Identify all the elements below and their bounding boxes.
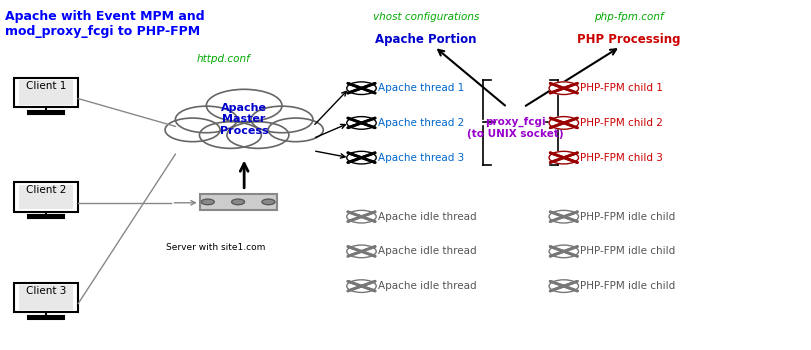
Text: Client 3: Client 3	[26, 286, 66, 296]
Text: PHP-FPM idle child: PHP-FPM idle child	[579, 246, 675, 257]
FancyBboxPatch shape	[14, 283, 78, 312]
Circle shape	[227, 122, 289, 148]
Text: Apache idle thread: Apache idle thread	[377, 246, 476, 257]
Circle shape	[346, 245, 375, 258]
Circle shape	[346, 151, 375, 164]
Circle shape	[548, 151, 577, 164]
Text: PHP-FPM child 1: PHP-FPM child 1	[579, 83, 662, 93]
Circle shape	[346, 280, 375, 293]
Circle shape	[346, 117, 375, 129]
FancyBboxPatch shape	[14, 182, 78, 211]
Circle shape	[262, 199, 275, 205]
Text: Client 1: Client 1	[26, 81, 66, 91]
FancyBboxPatch shape	[19, 285, 73, 310]
Circle shape	[201, 199, 214, 205]
FancyBboxPatch shape	[28, 316, 63, 319]
Text: vhost configurations: vhost configurations	[372, 12, 478, 22]
FancyBboxPatch shape	[14, 78, 78, 107]
Circle shape	[548, 117, 577, 129]
Text: php-fpm.conf: php-fpm.conf	[593, 12, 663, 22]
Text: PHP Processing: PHP Processing	[576, 33, 680, 46]
Circle shape	[346, 210, 375, 223]
Text: Apache Portion: Apache Portion	[375, 33, 476, 46]
Text: Apache
Master
Process: Apache Master Process	[220, 103, 268, 136]
Text: Server with site1.com: Server with site1.com	[166, 243, 265, 252]
Circle shape	[268, 118, 323, 142]
Text: httpd.conf: httpd.conf	[197, 54, 251, 64]
Text: Apache idle thread: Apache idle thread	[377, 281, 476, 291]
Text: Apache thread 3: Apache thread 3	[377, 153, 463, 163]
Text: PHP-FPM child 2: PHP-FPM child 2	[579, 118, 662, 128]
Text: Apache idle thread: Apache idle thread	[377, 212, 476, 222]
Circle shape	[200, 122, 261, 148]
Circle shape	[346, 82, 375, 94]
Circle shape	[548, 280, 577, 293]
Circle shape	[165, 118, 220, 142]
Circle shape	[548, 245, 577, 258]
Text: Apache with Event MPM and
mod_proxy_fcgi to PHP-FPM: Apache with Event MPM and mod_proxy_fcgi…	[6, 10, 205, 38]
Text: Client 2: Client 2	[26, 185, 66, 195]
FancyBboxPatch shape	[200, 194, 277, 210]
Text: PHP-FPM idle child: PHP-FPM idle child	[579, 281, 675, 291]
Circle shape	[175, 106, 237, 133]
Circle shape	[251, 106, 312, 133]
Text: PHP-FPM child 3: PHP-FPM child 3	[579, 153, 662, 163]
Circle shape	[548, 210, 577, 223]
FancyBboxPatch shape	[19, 184, 73, 209]
FancyBboxPatch shape	[19, 80, 73, 105]
Circle shape	[548, 82, 577, 94]
Text: Apache thread 1: Apache thread 1	[377, 83, 463, 93]
Text: proxy_fcgi
(to UNIX socket): proxy_fcgi (to UNIX socket)	[466, 117, 563, 139]
Text: PHP-FPM idle child: PHP-FPM idle child	[579, 212, 675, 222]
FancyBboxPatch shape	[28, 215, 63, 218]
Circle shape	[231, 199, 244, 205]
Circle shape	[206, 89, 281, 122]
FancyBboxPatch shape	[28, 111, 63, 114]
Text: Apache thread 2: Apache thread 2	[377, 118, 463, 128]
